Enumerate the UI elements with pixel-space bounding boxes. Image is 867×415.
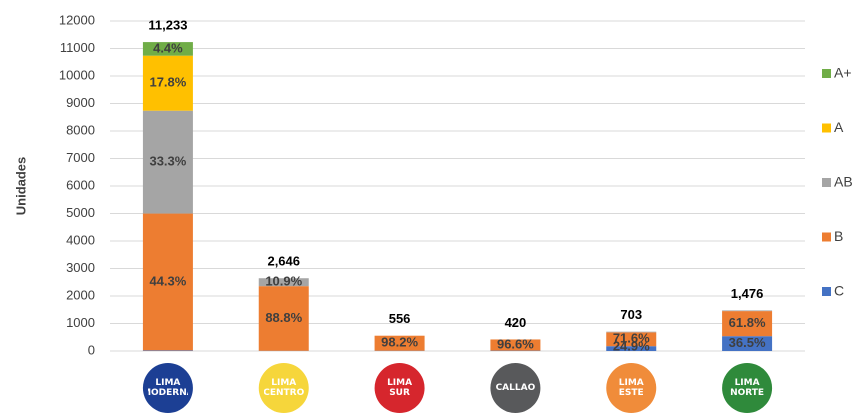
bar-segment (606, 332, 657, 347)
y-tick-label: 7000 (66, 150, 95, 165)
legend-swatch (822, 287, 831, 296)
category-logo (374, 363, 425, 413)
bar-segment (142, 213, 193, 351)
y-tick-label: 2000 (66, 287, 95, 302)
category-label-box: CALLAO (495, 383, 536, 393)
total-label: 11,233 (148, 18, 187, 33)
total-label: 703 (620, 307, 642, 322)
bar-segment (142, 42, 193, 56)
bar-segment (606, 346, 657, 351)
category-logo (722, 363, 773, 413)
category-label-box: LIMA ESTE (618, 378, 644, 398)
y-tick-label: 8000 (66, 122, 95, 137)
legend-label: AB (834, 174, 853, 190)
category-label: LIMA NORTE (730, 378, 765, 398)
y-axis-label: Unidades (13, 157, 28, 216)
category-label: LIMA MODERNA (148, 378, 188, 398)
bar-segment (374, 335, 425, 351)
share-label: 61.8% (729, 315, 766, 330)
category-logo (258, 363, 309, 413)
category-label-box: LIMA CENTRO (263, 378, 304, 398)
y-tick-label: 1000 (66, 315, 95, 330)
bar-segment (722, 311, 773, 337)
category-label-box: LIMA NORTE (730, 378, 765, 398)
y-tick-label: 5000 (66, 205, 95, 220)
share-label: 33.3% (149, 154, 186, 169)
category-label-box: LIMA MODERNA (148, 378, 188, 398)
category-label: LIMA CENTRO (263, 378, 304, 398)
total-label: 2,646 (267, 254, 300, 269)
share-label: 4.4% (153, 40, 183, 55)
y-tick-label: 12000 (59, 12, 95, 27)
share-label: 98.2% (381, 335, 418, 350)
legend-swatch (822, 69, 831, 78)
total-label: 1,476 (731, 286, 764, 301)
legend-swatch (822, 232, 831, 242)
share-label: 10.9% (265, 274, 302, 289)
category-label-box: LIMA SUR (387, 378, 413, 398)
share-label: 36.5% (729, 335, 766, 350)
category-label: LIMA ESTE (618, 378, 644, 398)
share-label: 44.3% (149, 273, 186, 288)
y-tick-label: 6000 (66, 177, 95, 192)
legend-label: B (834, 228, 843, 244)
legend-swatch (822, 123, 831, 133)
total-label: 420 (505, 315, 527, 330)
category-logo (606, 363, 657, 413)
category-logo (490, 363, 541, 413)
y-tick-label: 0 (88, 342, 95, 357)
bar-segment (490, 339, 541, 351)
y-tick-label: 11000 (60, 40, 95, 55)
category-label: CALLAO (495, 383, 536, 393)
category-label: LIMA SUR (387, 378, 413, 398)
bar-segment (722, 310, 773, 312)
bar-segment (142, 55, 193, 111)
bar-segment (142, 350, 193, 351)
bar-segment (722, 336, 773, 351)
total-label: 556 (389, 311, 411, 326)
share-label: 96.6% (497, 336, 534, 351)
y-tick-label: 4000 (66, 232, 95, 247)
legend-label: C (834, 283, 844, 299)
category-logo (142, 363, 193, 413)
legend-label: A (834, 119, 844, 135)
y-tick-label: 10000 (59, 67, 95, 82)
bar-segment (606, 331, 657, 333)
bar-segment (258, 278, 309, 287)
y-tick-label: 3000 (66, 260, 95, 275)
share-label: 71.6% (613, 331, 650, 346)
share-label: 88.8% (265, 310, 302, 325)
bar-segment (142, 110, 193, 214)
share-label: 17.8% (149, 75, 186, 90)
legend-label: A+ (834, 65, 852, 81)
legend-swatch (822, 178, 831, 187)
y-tick-label: 9000 (66, 95, 95, 110)
bar-segment (258, 286, 309, 351)
share-label: 24.9% (613, 338, 650, 353)
